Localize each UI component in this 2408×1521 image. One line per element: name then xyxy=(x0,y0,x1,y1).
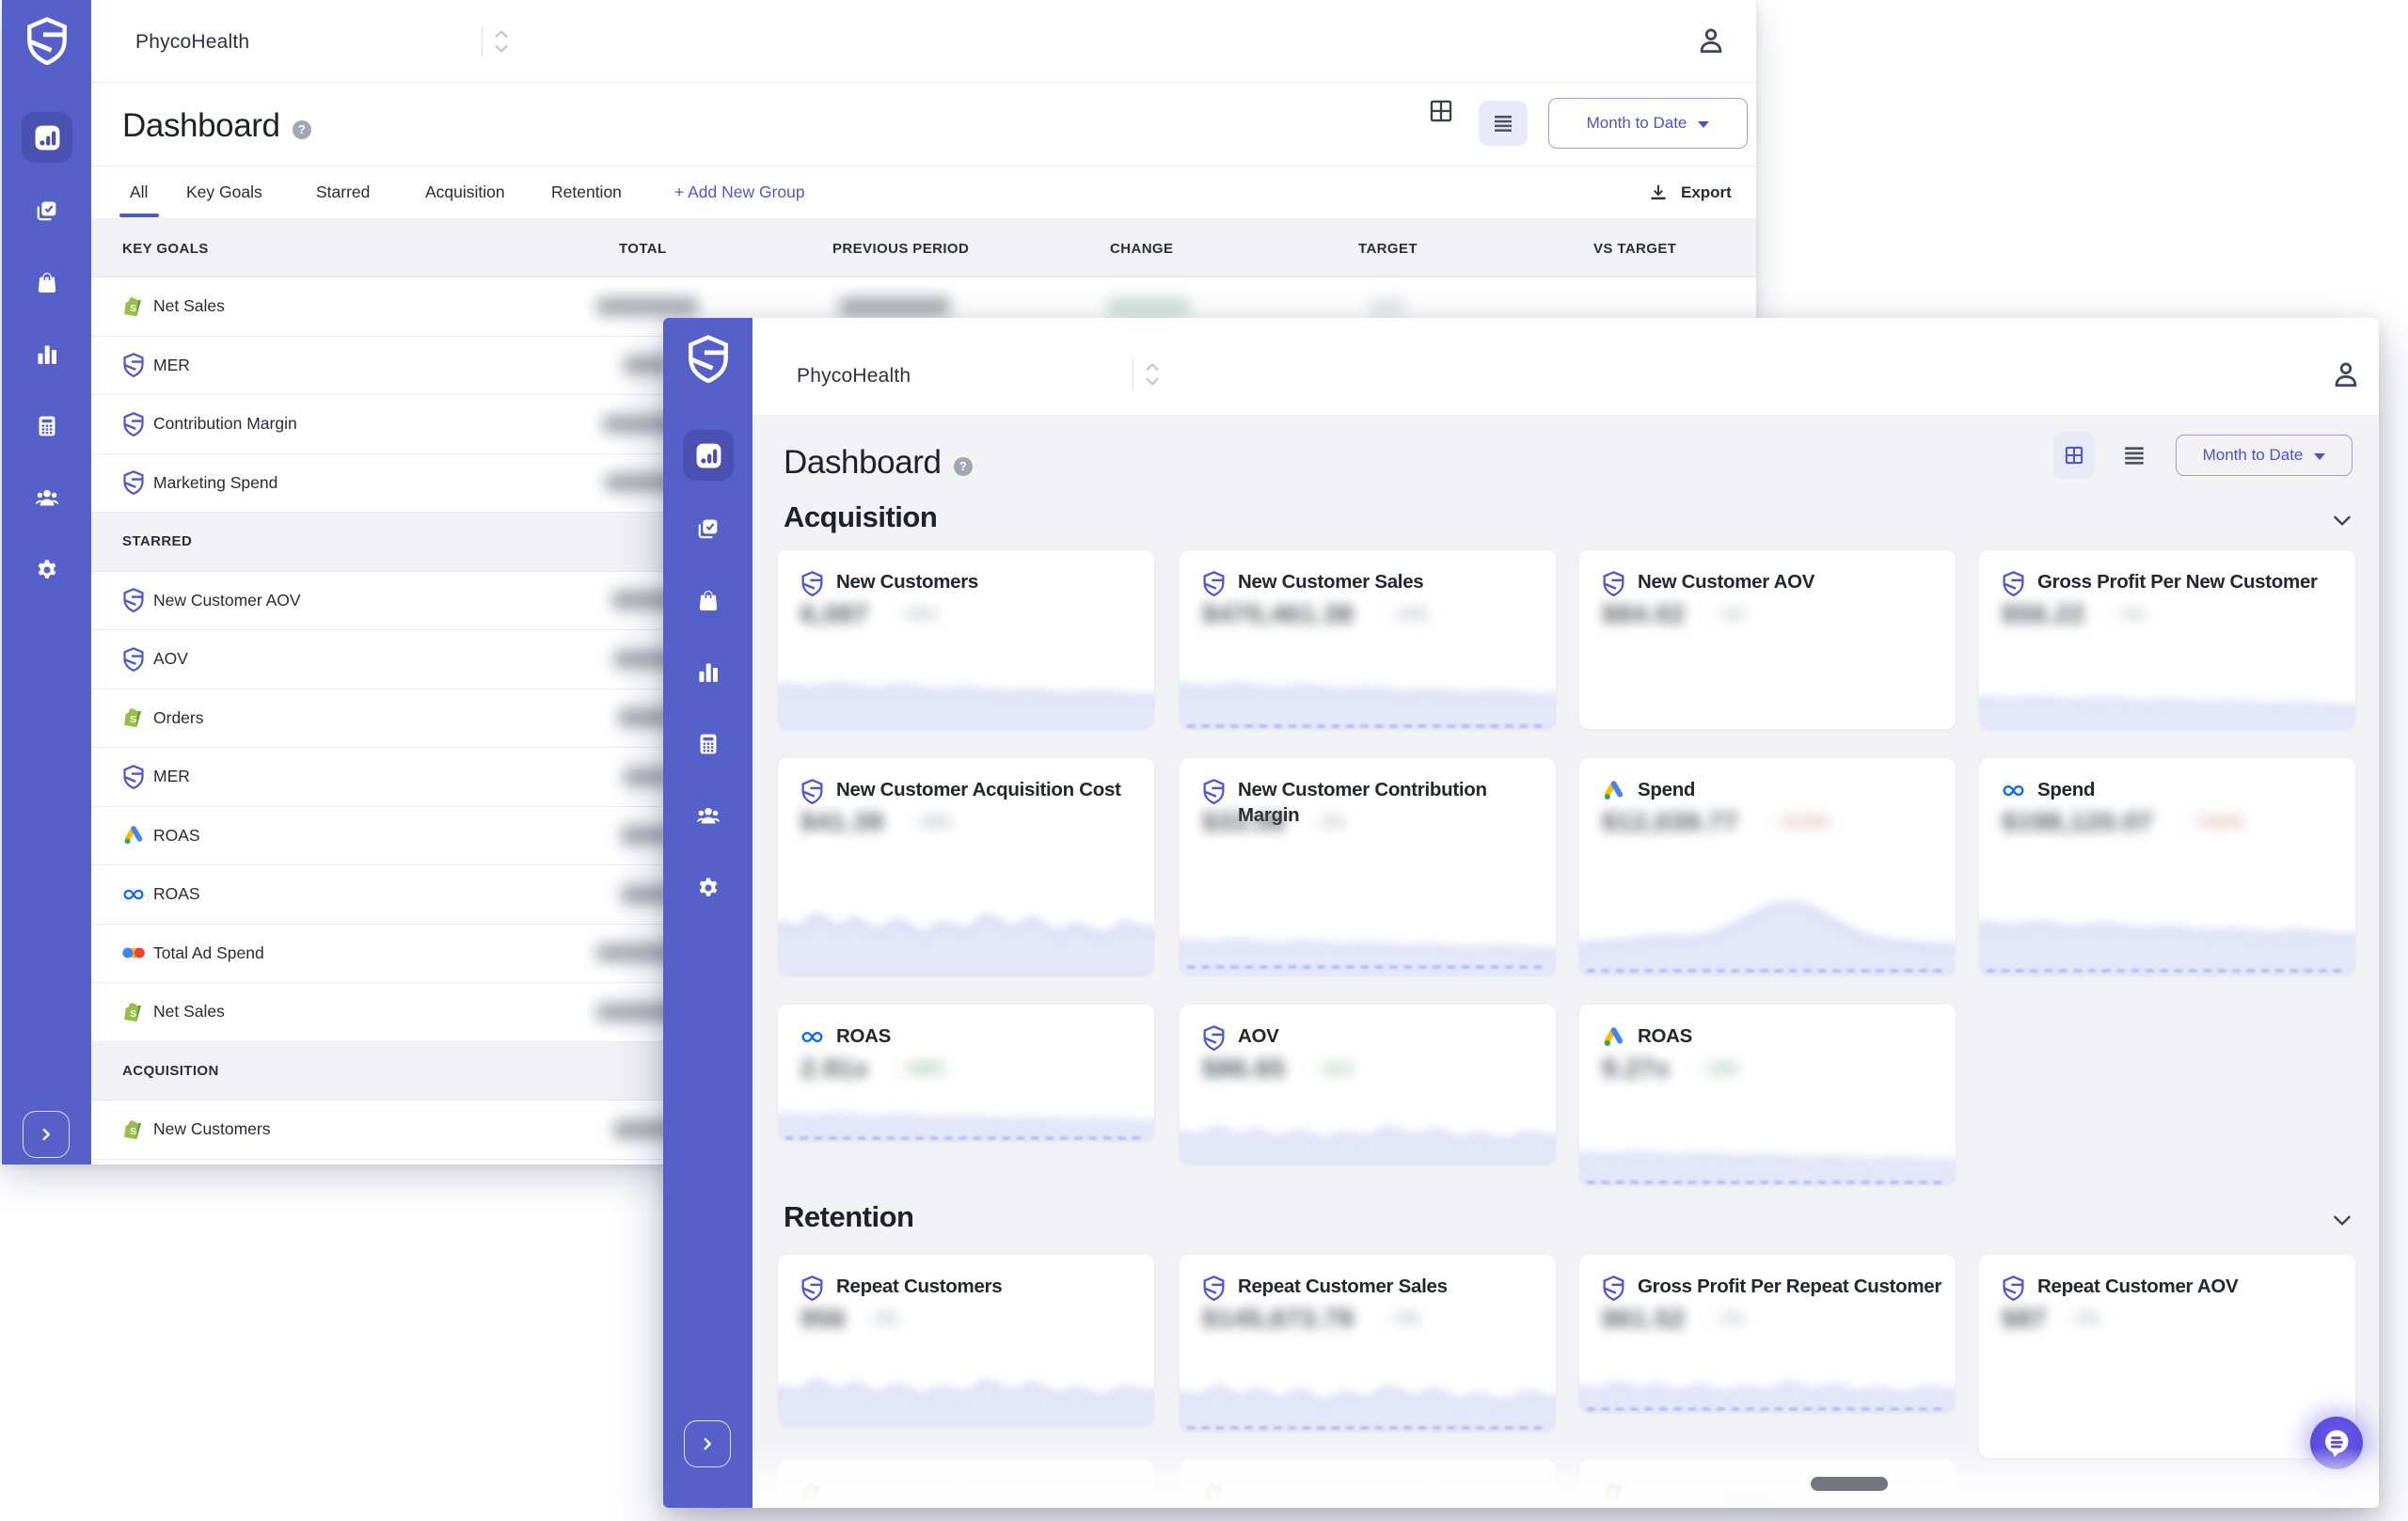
svg-text:S: S xyxy=(130,1126,136,1137)
svg-text:S: S xyxy=(130,303,136,314)
svg-text:S: S xyxy=(130,714,136,725)
svg-text:S: S xyxy=(130,1008,136,1020)
